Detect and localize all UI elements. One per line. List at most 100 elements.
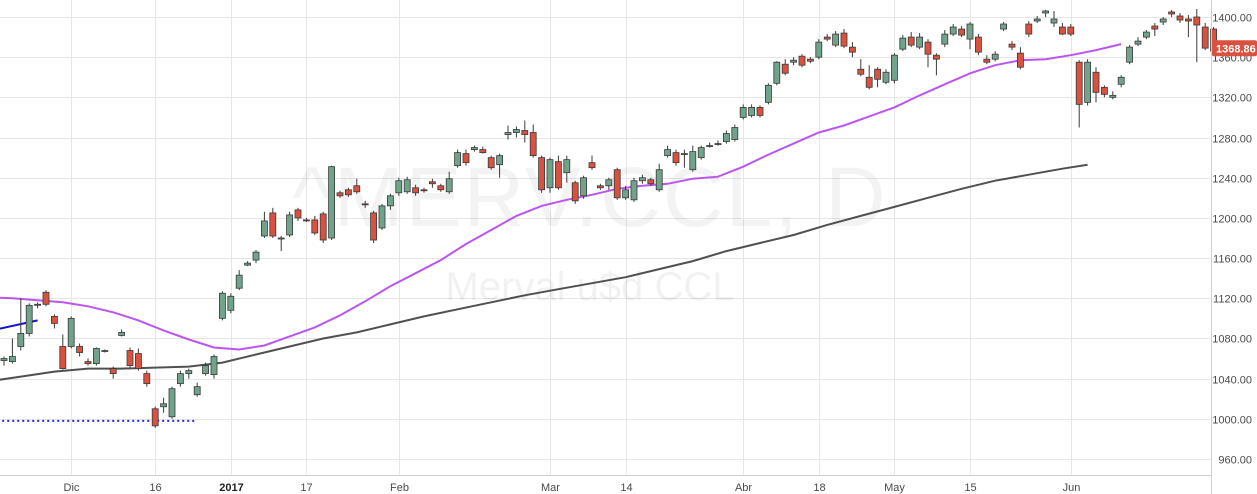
candle[interactable] [966,22,974,50]
candle[interactable] [790,57,797,66]
candle[interactable] [781,59,789,76]
candle[interactable] [1050,10,1058,28]
candle[interactable] [252,250,260,264]
candle[interactable] [664,145,671,158]
candle[interactable] [25,303,33,337]
candle[interactable] [378,203,386,230]
candle[interactable] [731,124,739,142]
candle[interactable] [1126,45,1133,65]
candle[interactable] [865,65,873,90]
candle[interactable] [412,184,420,196]
candle[interactable] [93,347,100,366]
candle[interactable] [975,34,982,56]
candle[interactable] [76,343,83,357]
candle[interactable] [428,178,436,188]
candle[interactable] [101,349,109,353]
candle[interactable] [126,347,134,368]
candle[interactable] [899,35,907,52]
candle[interactable] [1109,91,1117,100]
candle[interactable] [286,211,294,237]
candle[interactable] [538,155,545,193]
candle[interactable] [924,39,932,68]
candle[interactable] [857,59,865,77]
candle[interactable] [798,54,806,68]
candle[interactable] [849,42,856,58]
candle[interactable] [580,175,587,199]
candle[interactable] [1143,30,1150,40]
candle[interactable] [1117,75,1125,88]
candle[interactable] [891,53,898,84]
candle[interactable] [244,261,252,267]
candle[interactable] [210,354,218,379]
candle[interactable] [185,368,193,379]
candle[interactable] [773,61,781,86]
candle[interactable] [17,298,25,351]
candle[interactable] [916,33,923,50]
candle[interactable] [1017,47,1024,70]
candle[interactable] [8,338,16,364]
candle[interactable] [1042,9,1049,17]
candle[interactable] [202,362,210,376]
candle[interactable] [1101,85,1108,98]
candle[interactable] [269,207,277,238]
candle[interactable] [134,348,142,371]
candle[interactable] [748,104,755,118]
candle[interactable] [1067,24,1075,37]
candle[interactable] [67,316,75,349]
candle[interactable] [630,177,638,202]
candle[interactable] [160,397,168,413]
candle[interactable] [496,153,504,178]
candle[interactable] [597,183,604,190]
candle[interactable] [1008,41,1016,51]
candle[interactable] [42,290,50,307]
candle[interactable] [689,145,697,172]
candle[interactable] [639,174,646,184]
candle[interactable] [622,185,629,200]
candle[interactable] [815,39,823,60]
candle[interactable] [487,155,495,170]
candle[interactable] [470,145,478,152]
candle[interactable] [151,406,159,428]
candle[interactable] [983,55,991,65]
candle[interactable] [353,178,361,194]
candle[interactable] [1059,23,1066,36]
candle[interactable] [445,171,453,194]
candle[interactable] [723,130,730,144]
candle[interactable] [0,356,8,366]
candle[interactable] [563,155,571,183]
candle[interactable] [109,366,117,379]
candle[interactable] [479,146,487,154]
candle[interactable] [521,120,529,143]
candle[interactable] [613,167,621,200]
candle[interactable] [361,200,369,208]
candle[interactable] [874,67,881,88]
candle[interactable] [1025,21,1033,38]
candle[interactable] [302,217,310,222]
candle[interactable] [420,187,428,193]
candle[interactable] [311,215,319,235]
candle[interactable] [840,29,848,49]
candle[interactable] [403,176,411,194]
candle[interactable] [807,57,814,64]
candle[interactable] [1033,15,1041,24]
candle[interactable] [294,207,302,221]
candle[interactable] [336,190,344,198]
candle[interactable] [51,314,58,329]
candle[interactable] [949,24,957,37]
candle[interactable] [386,193,394,210]
candle[interactable] [588,155,596,170]
candle[interactable] [907,32,915,48]
candle[interactable] [193,382,201,397]
candle[interactable] [765,83,772,105]
candle[interactable] [260,211,268,238]
candle[interactable] [933,53,940,76]
candle[interactable] [756,105,764,118]
candle[interactable] [143,370,151,387]
candle[interactable] [1092,67,1100,103]
candle[interactable] [1185,14,1192,38]
candle[interactable] [672,149,680,166]
time-axis[interactable]: Dic 16 2017 17 Feb Mar 14 Abr 18 May 15 Jun [64,482,1081,494]
price-axis[interactable]: 960.00 1000.00 1040.00 1080.00 1120.00 1160.0… [1212,13,1252,467]
candle[interactable] [823,34,831,42]
